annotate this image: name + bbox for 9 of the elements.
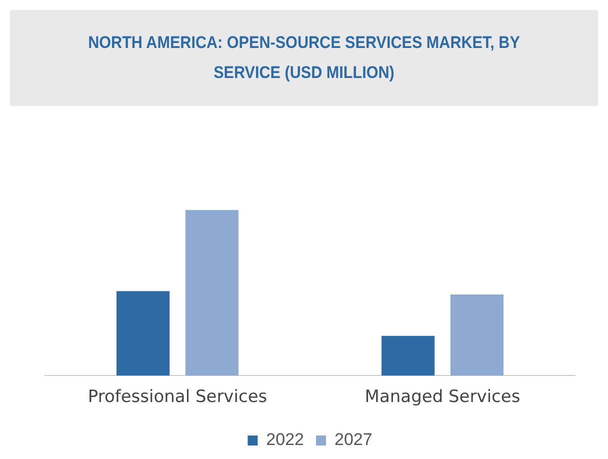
legend-label: 2027 [334, 430, 372, 450]
x-tick-label: Managed Services [364, 387, 520, 408]
chart-title: NORTH AMERICA: OPEN-SOURCE SERVICES MARKET, BY SERVICE (USD MILLION) [87, 32, 521, 84]
bar [116, 291, 170, 376]
x-tick-label: Professional Services [88, 387, 268, 408]
bar [185, 210, 238, 376]
bar [450, 294, 504, 376]
legend-label: 2022 [266, 430, 304, 450]
bar [382, 336, 435, 376]
